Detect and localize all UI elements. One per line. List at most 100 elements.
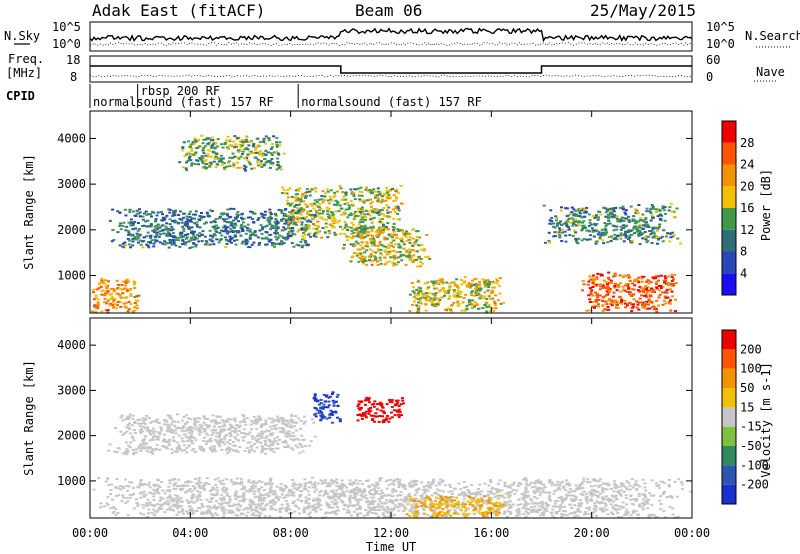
velocity-scatter xyxy=(540,500,544,503)
power-scatter xyxy=(669,282,673,285)
power-scatter xyxy=(190,143,194,146)
power-scatter xyxy=(203,235,207,238)
velocity-scatter xyxy=(280,507,284,510)
power-scatter xyxy=(187,228,191,231)
power-scatter xyxy=(315,228,318,231)
power-scatter xyxy=(355,235,359,237)
velocity-scatter xyxy=(650,513,654,516)
power-scatter xyxy=(567,214,570,217)
power-scatter xyxy=(252,145,256,148)
velocity-scatter xyxy=(240,480,243,483)
power-scatter xyxy=(108,304,112,307)
velocity-scatter xyxy=(317,498,321,501)
power-scatter xyxy=(291,227,294,229)
power-scatter xyxy=(96,306,100,309)
power-scatter xyxy=(627,302,631,305)
velocity-scatter xyxy=(258,507,262,510)
power-scatter xyxy=(214,224,218,227)
power-scatter xyxy=(384,227,388,230)
power-scatter xyxy=(375,230,379,233)
velocity-scatter xyxy=(131,487,135,489)
power-scatter xyxy=(647,282,651,285)
power-scatter xyxy=(628,220,631,223)
power-scatter xyxy=(322,218,326,221)
power-scatter xyxy=(419,292,423,295)
power-scatter xyxy=(124,229,128,232)
velocity-scatter xyxy=(265,493,269,496)
velocity-scatter xyxy=(395,498,399,501)
power-scatter xyxy=(621,205,625,208)
velocity-scatter xyxy=(534,490,538,493)
velocity-scatter xyxy=(283,446,286,449)
velocity-scatter xyxy=(286,505,290,508)
power-scatter xyxy=(393,258,396,261)
velocity-scatter xyxy=(240,488,244,491)
velocity-scatter xyxy=(304,506,308,509)
power-scatter xyxy=(266,217,270,220)
power-scatter xyxy=(280,210,284,213)
power-scatter xyxy=(426,255,430,258)
power-scatter xyxy=(657,225,661,228)
power-scatter xyxy=(284,228,287,231)
power-scatter xyxy=(660,235,664,238)
power-scatter xyxy=(622,240,626,243)
power-scatter xyxy=(600,232,604,235)
power-scatter xyxy=(369,253,373,256)
power-scatter xyxy=(313,224,317,227)
power-scatter xyxy=(184,167,188,170)
power-scatter xyxy=(370,217,374,220)
power-scatter xyxy=(225,221,229,224)
power-scatter xyxy=(628,236,632,239)
velocity-scatter xyxy=(578,499,582,502)
power-scatter xyxy=(242,142,246,145)
velocity-scatter xyxy=(417,512,421,515)
velocity-scatter xyxy=(126,500,130,503)
power-scatter xyxy=(569,211,573,214)
velocity-scatter xyxy=(384,502,388,505)
power-scatter xyxy=(609,279,613,282)
velocity-scatter xyxy=(538,505,542,508)
power-scatter xyxy=(138,215,142,218)
velocity-scatter xyxy=(268,487,272,490)
velocity-scatter xyxy=(450,490,454,493)
velocity-scatter xyxy=(412,479,416,482)
power-scatter xyxy=(594,284,598,287)
velocity-scatter xyxy=(529,481,533,484)
velocity-scatter xyxy=(371,512,375,514)
power-scatter xyxy=(256,137,260,140)
power-scatter xyxy=(306,210,310,213)
power-scatter xyxy=(182,227,186,230)
velocity-scatter xyxy=(212,488,216,491)
velocity-scatter xyxy=(592,511,596,514)
power-scatter xyxy=(594,300,598,303)
power-scatter xyxy=(486,279,490,282)
velocity-scatter xyxy=(147,512,150,515)
power-scatter xyxy=(362,201,366,204)
power-scatter xyxy=(649,219,653,222)
power-scatter xyxy=(370,234,374,237)
power-scatter xyxy=(135,299,139,302)
power-scatter xyxy=(341,228,345,231)
power-scatter xyxy=(224,226,228,229)
velocity-scatter xyxy=(612,490,616,493)
velocity-scatter xyxy=(175,484,179,487)
power-scatter xyxy=(607,299,611,302)
velocity-scatter xyxy=(205,512,209,515)
power-colorbar-tick: 16 xyxy=(740,201,754,215)
power-scatter xyxy=(609,207,613,210)
velocity-scatter xyxy=(662,490,666,493)
velocity-scatter xyxy=(303,487,307,490)
power-scatter xyxy=(483,295,486,298)
velocity-scatter xyxy=(559,482,563,485)
power-scatter xyxy=(269,162,273,165)
velocity-scatter xyxy=(356,515,360,517)
power-scatter xyxy=(226,208,230,211)
power-scatter xyxy=(604,294,608,297)
velocity-scatter xyxy=(158,500,162,503)
velocity-scatter xyxy=(504,492,508,495)
velocity-scatter xyxy=(448,483,452,486)
power-scatter xyxy=(230,222,234,225)
power-scatter xyxy=(310,203,314,205)
power-scatter xyxy=(120,283,124,286)
velocity-scatter xyxy=(594,505,598,508)
